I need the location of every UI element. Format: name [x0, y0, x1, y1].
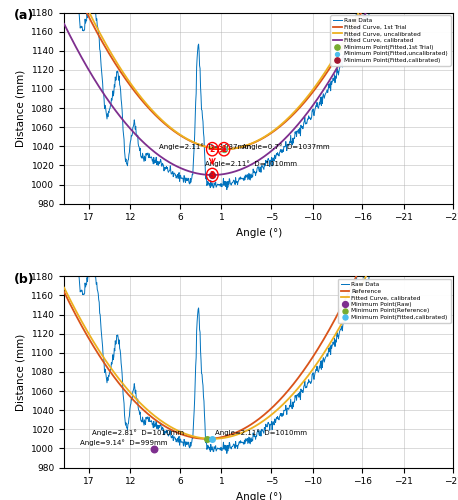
Raw Data — [85, 273, 91, 279]
Raw Data — [224, 186, 229, 192]
Raw Data — [310, 372, 316, 378]
Text: 1: 1 — [221, 144, 227, 154]
Line: Raw Data: Raw Data — [64, 32, 453, 454]
Line: Fitted Curve, uncalibrated: Fitted Curve, uncalibrated — [64, 0, 453, 149]
Fitted Curve, 1st Trial — [221, 146, 227, 152]
Fitted Curve, calibrated — [210, 172, 215, 178]
Fitted Curve, calibrated — [210, 436, 215, 442]
Reference — [204, 436, 209, 442]
Reference — [108, 370, 114, 376]
Raw Data — [397, 169, 403, 175]
Fitted Curve, 1st Trial — [307, 92, 313, 98]
Fitted Curve, uncalibrated — [344, 34, 349, 40]
Text: 2: 2 — [210, 144, 215, 154]
Text: (a): (a) — [14, 8, 34, 22]
Fitted Curve, calibrated — [61, 21, 67, 27]
Y-axis label: Distance (mm): Distance (mm) — [16, 70, 26, 146]
Fitted Curve, uncalibrated — [221, 146, 227, 152]
Legend: Raw Data, Fitted Curve, 1st Trial, Fitted Curve, uncalibrated, Fitted Curve, cal: Raw Data, Fitted Curve, 1st Trial, Fitte… — [330, 16, 451, 66]
Line: Fitted Curve, calibrated: Fitted Curve, calibrated — [64, 38, 453, 439]
Fitted Curve, calibrated — [217, 436, 222, 442]
Reference — [344, 294, 349, 300]
Raw Data — [357, 272, 363, 278]
Reference — [217, 434, 222, 440]
Fitted Curve, calibrated — [108, 365, 114, 371]
Minimum Point(Fitted,calibrated) — [209, 435, 216, 443]
Fitted Curve, 1st Trial — [344, 38, 349, 44]
Minimum Point(Fitted,calibrated) — [209, 171, 216, 179]
Fitted Curve, calibrated — [188, 169, 194, 175]
Fitted Curve, calibrated — [345, 309, 351, 315]
Raw Data — [224, 450, 229, 456]
Fitted Curve, uncalibrated — [216, 146, 221, 152]
Reference — [345, 290, 351, 296]
Fitted Curve, calibrated — [188, 432, 194, 438]
Fitted Curve, uncalibrated — [108, 50, 114, 56]
Raw Data — [288, 132, 294, 138]
X-axis label: Angle (°): Angle (°) — [236, 492, 282, 500]
Fitted Curve, 1st Trial — [108, 54, 114, 60]
Fitted Curve, calibrated — [344, 312, 349, 318]
Minimum Point(Reference) — [203, 435, 210, 443]
Text: Angle=2.81°  D=1010mm: Angle=2.81° D=1010mm — [92, 429, 184, 436]
Reference — [188, 434, 194, 440]
Legend: Raw Data, Reference, Fitted Curve, calibrated, Minimum Point(Raw), Minimum Point: Raw Data, Reference, Fitted Curve, calib… — [338, 279, 451, 323]
Fitted Curve, calibrated — [61, 284, 67, 290]
Raw Data — [298, 122, 304, 128]
Text: (b): (b) — [14, 272, 34, 285]
X-axis label: Angle (°): Angle (°) — [236, 228, 282, 238]
Fitted Curve, calibrated — [217, 172, 222, 177]
Fitted Curve, 1st Trial — [345, 34, 351, 40]
Reference — [61, 289, 67, 295]
Text: Angle=2.11°  D=1010mm: Angle=2.11° D=1010mm — [205, 160, 297, 167]
Y-axis label: Distance (mm): Distance (mm) — [16, 334, 26, 410]
Line: Fitted Curve, calibrated: Fitted Curve, calibrated — [64, 0, 453, 175]
Minimum Point(Fitted,uncalibrated) — [220, 145, 228, 153]
Line: Fitted Curve, 1st Trial: Fitted Curve, 1st Trial — [64, 0, 453, 149]
Raw Data — [310, 108, 316, 114]
Raw Data — [61, 2, 67, 8]
Text: Angle=9.14°  D=999mm: Angle=9.14° D=999mm — [80, 440, 168, 446]
Fitted Curve, calibrated — [307, 370, 313, 376]
Raw Data — [451, 30, 456, 36]
Fitted Curve, 1st Trial — [216, 146, 221, 152]
Text: Angle=2.11°  D=1037mm: Angle=2.11° D=1037mm — [159, 143, 251, 150]
Fitted Curve, calibrated — [307, 106, 313, 112]
Raw Data — [298, 386, 304, 392]
Fitted Curve, 1st Trial — [188, 138, 194, 144]
Raw Data — [85, 9, 91, 15]
Line: Raw Data: Raw Data — [64, 0, 453, 190]
Text: Angle=0.7°  D=1037mm: Angle=0.7° D=1037mm — [242, 143, 330, 150]
Fitted Curve, uncalibrated — [188, 138, 194, 144]
Reference — [307, 358, 313, 364]
Text: Angle=2.11°  D=1010mm: Angle=2.11° D=1010mm — [215, 429, 307, 436]
Raw Data — [288, 396, 294, 402]
Fitted Curve, calibrated — [345, 45, 351, 51]
Fitted Curve, calibrated — [344, 49, 349, 55]
Fitted Curve, calibrated — [451, 36, 456, 42]
Line: Reference: Reference — [64, 0, 453, 439]
Raw Data — [357, 8, 363, 14]
Minimum Point(Raw) — [150, 446, 158, 454]
Minimum Point(Fitted,1st Trial) — [220, 145, 228, 153]
Fitted Curve, uncalibrated — [345, 30, 351, 36]
Text: 3: 3 — [210, 170, 215, 179]
Fitted Curve, calibrated — [108, 102, 114, 107]
Fitted Curve, uncalibrated — [307, 90, 313, 96]
Raw Data — [61, 266, 67, 272]
